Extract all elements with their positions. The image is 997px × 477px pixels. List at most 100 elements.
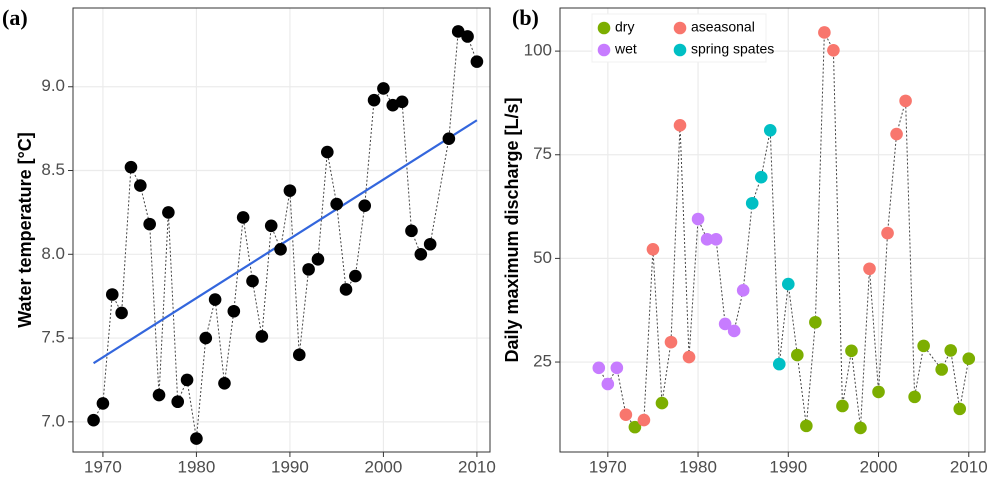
point xyxy=(601,377,615,391)
connector-line xyxy=(93,30,478,439)
plot-background xyxy=(560,8,985,452)
y-axis-title: Water temperature [°C] xyxy=(15,132,35,328)
legend-swatch xyxy=(597,21,611,35)
point xyxy=(935,363,948,376)
point xyxy=(872,385,885,399)
point xyxy=(405,224,418,238)
point xyxy=(763,123,777,137)
point xyxy=(772,357,786,371)
point xyxy=(673,119,687,132)
point xyxy=(727,324,741,338)
point xyxy=(377,82,390,95)
point xyxy=(302,263,315,276)
point xyxy=(246,274,259,288)
point xyxy=(423,237,437,251)
point xyxy=(218,377,231,390)
x-tick-label: 2010 xyxy=(950,457,988,476)
point xyxy=(836,399,849,413)
y-tick-label: 100 xyxy=(524,41,552,60)
legend-swatch xyxy=(673,21,687,35)
y-tick-label: 75 xyxy=(533,144,552,163)
x-tick-label: 2010 xyxy=(458,457,496,476)
point xyxy=(953,402,967,416)
y-tick-label: 8.5 xyxy=(41,160,65,179)
point xyxy=(781,277,795,291)
panel-label: (b) xyxy=(512,5,539,30)
point xyxy=(655,396,669,410)
point xyxy=(321,145,334,159)
point xyxy=(190,432,203,445)
point xyxy=(700,233,714,246)
point xyxy=(592,361,606,375)
y-tick-label: 7.0 xyxy=(41,411,65,430)
point xyxy=(800,419,813,433)
point xyxy=(818,26,831,39)
point xyxy=(854,421,867,435)
y-tick-label: 25 xyxy=(533,352,552,371)
point xyxy=(827,43,840,57)
trend-line xyxy=(92,119,478,365)
legend-label: aseasonal xyxy=(691,19,755,35)
x-tick-label: 2000 xyxy=(364,457,402,476)
point xyxy=(283,184,297,197)
point xyxy=(908,390,921,404)
legend-label: spring spates xyxy=(691,41,774,57)
point xyxy=(881,226,894,240)
y-axis-title: Daily maximum discharge [L/s] xyxy=(502,97,522,362)
point xyxy=(208,293,222,306)
point xyxy=(917,339,930,353)
point xyxy=(105,288,119,301)
point xyxy=(619,408,633,421)
point xyxy=(610,361,624,375)
point xyxy=(664,335,678,349)
point xyxy=(255,330,269,343)
x-tick-label: 2000 xyxy=(860,457,898,476)
x-tick-label: 1970 xyxy=(84,457,122,476)
point xyxy=(962,352,976,366)
y-tick-label: 8.0 xyxy=(41,244,65,263)
point xyxy=(691,212,705,226)
point xyxy=(461,30,474,43)
point xyxy=(236,211,250,224)
point xyxy=(143,217,156,231)
point xyxy=(171,395,185,409)
legend-swatch xyxy=(673,43,687,57)
point xyxy=(845,344,858,358)
y-tick-label: 9.0 xyxy=(41,76,65,95)
point xyxy=(646,242,660,256)
point xyxy=(330,197,343,211)
y-tick-label: 7.5 xyxy=(41,328,65,347)
point xyxy=(414,247,428,261)
point xyxy=(152,388,166,402)
plot-border xyxy=(72,7,491,453)
point xyxy=(718,317,732,331)
x-tick-label: 1980 xyxy=(679,457,717,476)
legend-label: dry xyxy=(615,19,634,35)
x-tick-label: 1970 xyxy=(589,457,627,476)
point xyxy=(809,315,822,329)
panel-label: (a) xyxy=(2,5,28,30)
point xyxy=(124,160,138,174)
x-tick-label: 1980 xyxy=(178,457,216,476)
point xyxy=(87,413,100,427)
legend-label: wet xyxy=(614,41,637,57)
connector-line xyxy=(598,32,970,429)
point xyxy=(358,199,372,213)
legend-swatch xyxy=(597,43,611,57)
point xyxy=(863,262,876,276)
point xyxy=(264,219,278,233)
point xyxy=(227,304,241,318)
point xyxy=(754,170,768,184)
point xyxy=(96,397,110,410)
point xyxy=(274,242,287,256)
point xyxy=(899,94,912,108)
point xyxy=(709,233,723,246)
point xyxy=(944,344,958,357)
point xyxy=(791,348,804,362)
point xyxy=(451,25,465,38)
point xyxy=(180,373,194,387)
point xyxy=(349,269,362,283)
point xyxy=(890,127,903,141)
point xyxy=(115,306,128,320)
